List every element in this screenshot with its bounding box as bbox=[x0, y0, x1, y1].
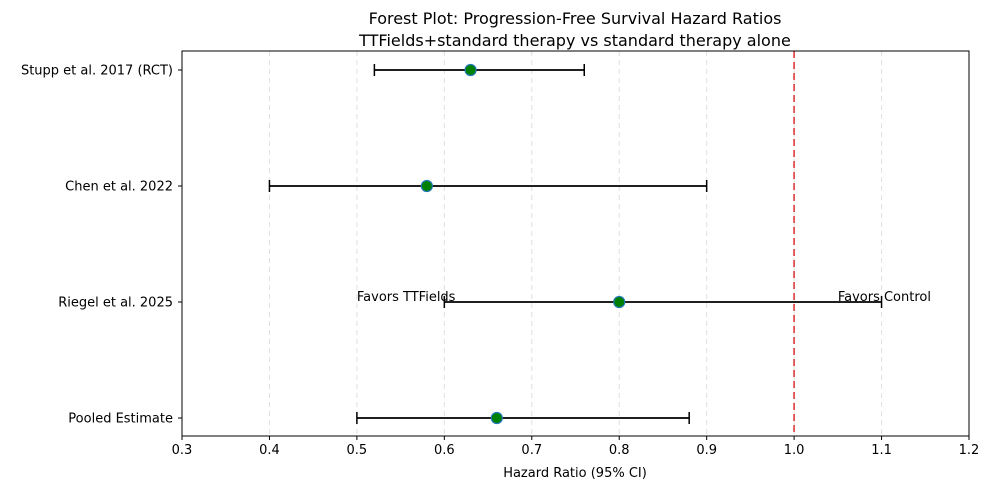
x-tick-label: 1.2 bbox=[959, 443, 980, 458]
x-tick-label: 1.0 bbox=[784, 443, 805, 458]
plot-area-frame bbox=[181, 50, 970, 437]
x-tick-label: 0.8 bbox=[609, 443, 630, 458]
annotation-label: Favors Control bbox=[838, 290, 931, 305]
confidence-interval-layer bbox=[268, 64, 883, 424]
hazard-ratio-point bbox=[420, 179, 433, 193]
hazard-ratio-point bbox=[613, 295, 626, 309]
x-tick-label: 0.9 bbox=[696, 443, 717, 458]
grid-layer bbox=[181, 51, 970, 436]
y-axis-ticks: Stupp et al. 2017 (RCT) Chen et al. 2022 R… bbox=[21, 64, 182, 427]
y-tick-label: Stupp et al. 2017 (RCT) bbox=[21, 64, 173, 79]
hazard-ratio-point bbox=[464, 63, 477, 77]
hazard-ratio-point bbox=[490, 411, 503, 425]
x-tick-label: 0.3 bbox=[172, 443, 193, 458]
chart-subtitle: TTFields+standard therapy vs standard th… bbox=[358, 31, 791, 50]
x-tick-label: 1.1 bbox=[871, 443, 892, 458]
y-tick-label: Riegel et al. 2025 bbox=[58, 296, 173, 311]
x-axis-ticks: 0.3 0.4 0.5 0.6 0.7 0.8 0.9 1.0 1.1 1.2 bbox=[172, 436, 980, 458]
x-tick-label: 0.4 bbox=[259, 443, 280, 458]
annotation-layer: Favors TTFields Favors Control bbox=[357, 290, 931, 305]
x-tick-label: 0.5 bbox=[347, 443, 368, 458]
point-estimate-layer bbox=[420, 63, 626, 425]
y-tick-label: Chen et al. 2022 bbox=[65, 180, 173, 195]
annotation-label: Favors TTFields bbox=[357, 290, 456, 305]
y-tick-label: Pooled Estimate bbox=[68, 412, 173, 427]
x-tick-label: 0.7 bbox=[521, 443, 542, 458]
x-tick-label: 0.6 bbox=[434, 443, 455, 458]
chart-title: Forest Plot: Progression-Free Survival H… bbox=[369, 9, 782, 28]
x-axis-label: Hazard Ratio (95% CI) bbox=[503, 466, 647, 481]
